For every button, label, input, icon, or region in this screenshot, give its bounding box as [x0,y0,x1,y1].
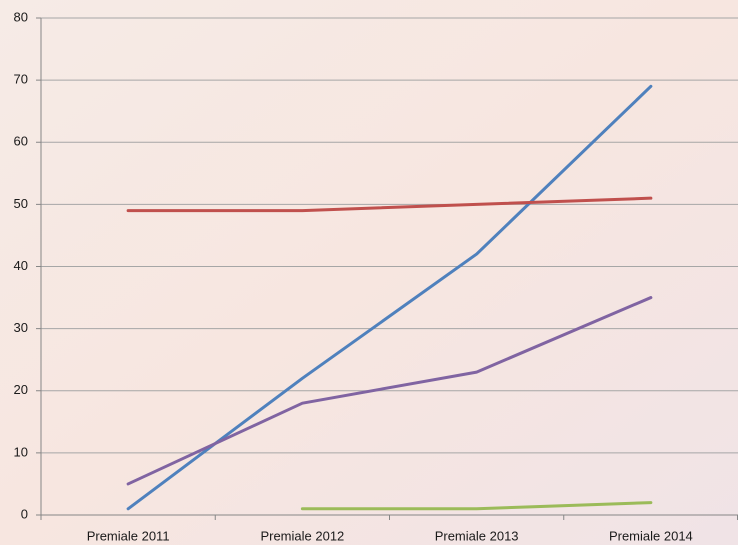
y-tick-label: 60 [14,134,28,149]
series-line [126,196,653,213]
x-tick-label: Premiale 2012 [260,528,344,543]
grid: 0 10 20 30 40 50 60 70 80 Premiale 2011 Premiale 2… [14,9,738,543]
series [126,84,653,511]
y-tick-label: 30 [14,320,28,335]
series-line [300,501,653,511]
x-tick-label: Premiale 2011 [87,528,170,543]
y-tick-label: 50 [14,196,28,211]
y-tick-label: 10 [14,444,28,459]
y-tick-label: 80 [14,9,28,24]
y-tick-label: 0 [21,506,28,521]
y-tick-label: 70 [14,72,28,87]
series-line [126,296,653,486]
y-tick-label: 20 [14,382,28,397]
y-tick-label: 40 [14,258,28,273]
x-tick-label: Premiale 2014 [609,528,693,543]
x-tick-label: Premiale 2013 [435,528,519,543]
